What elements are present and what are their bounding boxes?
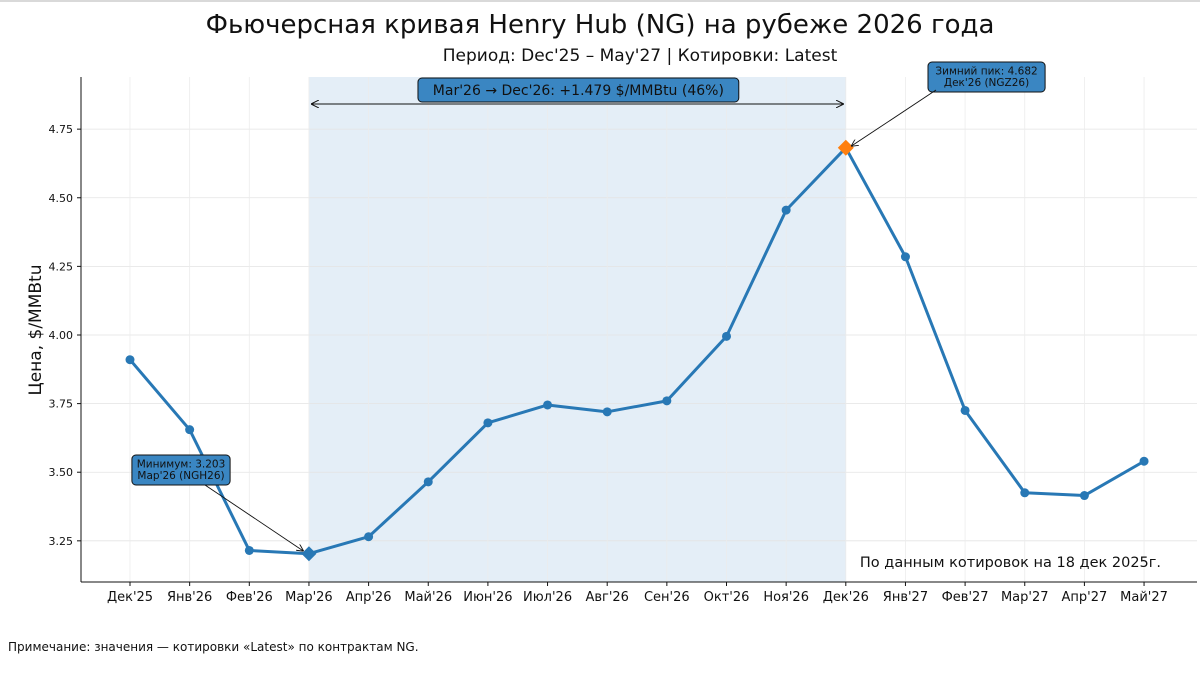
x-tick-label: Дек'26 xyxy=(823,590,869,605)
data-point xyxy=(125,355,135,365)
y-tick-label: 3.50 xyxy=(49,466,74,479)
x-tick-label: Фев'26 xyxy=(226,590,273,605)
data-point xyxy=(423,477,433,487)
x-tick-label: Янв'26 xyxy=(167,590,212,605)
data-point xyxy=(900,252,910,262)
top-border xyxy=(0,0,1200,2)
x-tick-label: Май'26 xyxy=(404,590,452,605)
x-tick-label: Фев'27 xyxy=(942,590,989,605)
x-tick-label: Мар'26 xyxy=(285,590,333,605)
minimum-annotation-text: Минимум: 3.203 xyxy=(137,459,226,471)
peak-annotation-arrow xyxy=(852,89,937,146)
x-tick-label: Сен'26 xyxy=(644,590,690,605)
data-point xyxy=(543,400,553,410)
y-tick-label: 4.00 xyxy=(49,329,74,342)
minimum-annotation-box xyxy=(131,454,231,486)
y-tick-label: 4.25 xyxy=(49,260,74,273)
footnote: Примечание: значения — котировки «Latest… xyxy=(8,640,419,654)
x-tick-label: Ноя'26 xyxy=(763,590,809,605)
peak-annotation-box xyxy=(927,61,1046,93)
data-point xyxy=(960,405,970,415)
x-tick-label: Июн'26 xyxy=(463,590,512,605)
data-point xyxy=(185,425,195,435)
y-tick-label: 3.25 xyxy=(49,535,74,548)
minimum-annotation-text: Мар'26 (NGH26) xyxy=(137,470,224,482)
x-tick-label: Янв'27 xyxy=(883,590,928,605)
price-line xyxy=(128,146,1145,556)
data-point xyxy=(1020,488,1030,498)
x-tick-label: Май'27 xyxy=(1120,590,1168,605)
source-note: По данным котировок на 18 дек 2025г. xyxy=(860,555,1161,571)
data-point xyxy=(1079,491,1089,501)
data-point xyxy=(483,418,493,428)
peak-annotation-text: Зимний пик: 4.682 xyxy=(935,66,1037,78)
x-tick-label: Июл'26 xyxy=(523,590,572,605)
range-change-label-text: Mar'26 → Dec'26: +1.479 $/MMBtu (46%) xyxy=(433,83,724,99)
minimum-marker xyxy=(301,546,317,562)
data-point xyxy=(244,545,254,555)
x-tick-label: Апр'27 xyxy=(1062,590,1108,605)
x-tick-label: Окт'26 xyxy=(704,590,750,605)
data-point xyxy=(602,407,612,417)
chart-subtitle: Период: Dec'25 – May'27 | Котировки: Lat… xyxy=(442,46,838,66)
data-point xyxy=(662,396,672,406)
x-tick-label: Апр'26 xyxy=(346,590,392,605)
data-point xyxy=(781,205,791,215)
x-tick-label: Мар'27 xyxy=(1001,590,1049,605)
range-change-label-box xyxy=(417,77,740,103)
data-point xyxy=(722,331,731,341)
peak-marker xyxy=(837,139,854,156)
peak-annotation-text: Дек'26 (NGZ26) xyxy=(944,77,1029,89)
y-tick-label: 4.75 xyxy=(49,123,74,136)
data-point xyxy=(364,532,374,542)
chart-title: Фьючерсная кривая Henry Hub (NG) на рубе… xyxy=(205,10,995,40)
y-tick-label: 4.50 xyxy=(49,192,74,205)
range-change-label: Mar'26 → Dec'26: +1.479 $/MMBtu (46%) xyxy=(417,77,740,103)
x-tick-label: Авг'26 xyxy=(585,590,629,605)
highlight-range xyxy=(308,77,846,582)
x-tick-label: Дек'25 xyxy=(107,590,153,605)
data-point xyxy=(1139,456,1149,466)
minimum-annotation-arrow xyxy=(204,484,303,551)
y-tick-label: 3.75 xyxy=(49,398,74,411)
